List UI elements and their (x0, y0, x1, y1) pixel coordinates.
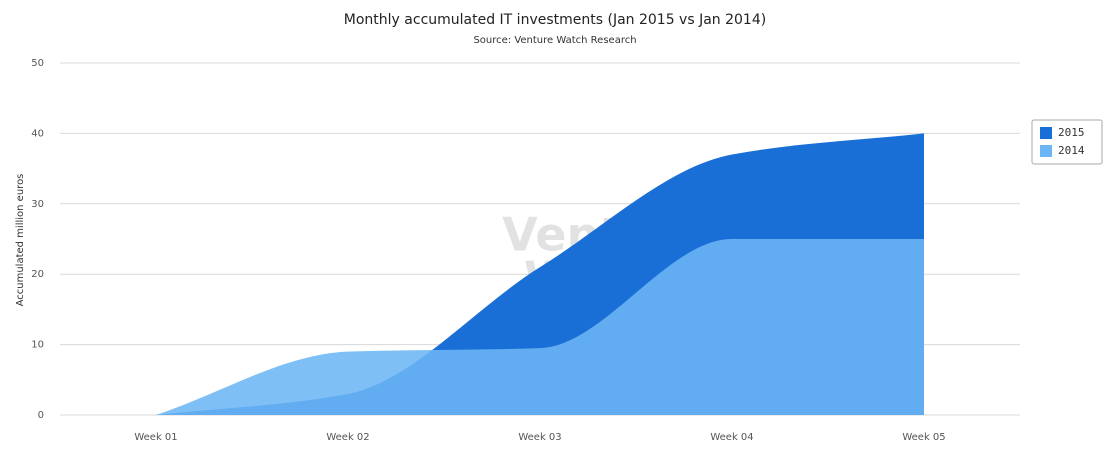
y-tick-label: 30 (31, 199, 44, 210)
area (156, 239, 924, 415)
x-tick-label: Week 01 (134, 432, 177, 443)
y-tick-label: 50 (31, 58, 44, 69)
x-tick-label: Week 04 (710, 432, 753, 443)
x-tick-label: Week 03 (518, 432, 561, 443)
y-tick-label: 0 (38, 410, 44, 421)
legend: 2015 2014 (1031, 119, 1103, 165)
y-tick-label: 20 (31, 269, 44, 280)
legend-label: 2014 (1058, 144, 1085, 157)
y-tick-label: 10 (31, 340, 44, 351)
chart-subtitle: Source: Venture Watch Research (473, 35, 636, 46)
legend-swatch (1040, 127, 1052, 139)
legend-label: 2015 (1058, 126, 1085, 139)
y-tick-label: 40 (31, 128, 44, 139)
x-tick-label: Week 05 (902, 432, 945, 443)
y-axis-label: Accumulated million euros (15, 174, 26, 307)
legend-swatch (1040, 145, 1052, 157)
x-tick-label: Week 02 (326, 432, 369, 443)
chart-title: Monthly accumulated IT investments (Jan … (344, 12, 766, 28)
